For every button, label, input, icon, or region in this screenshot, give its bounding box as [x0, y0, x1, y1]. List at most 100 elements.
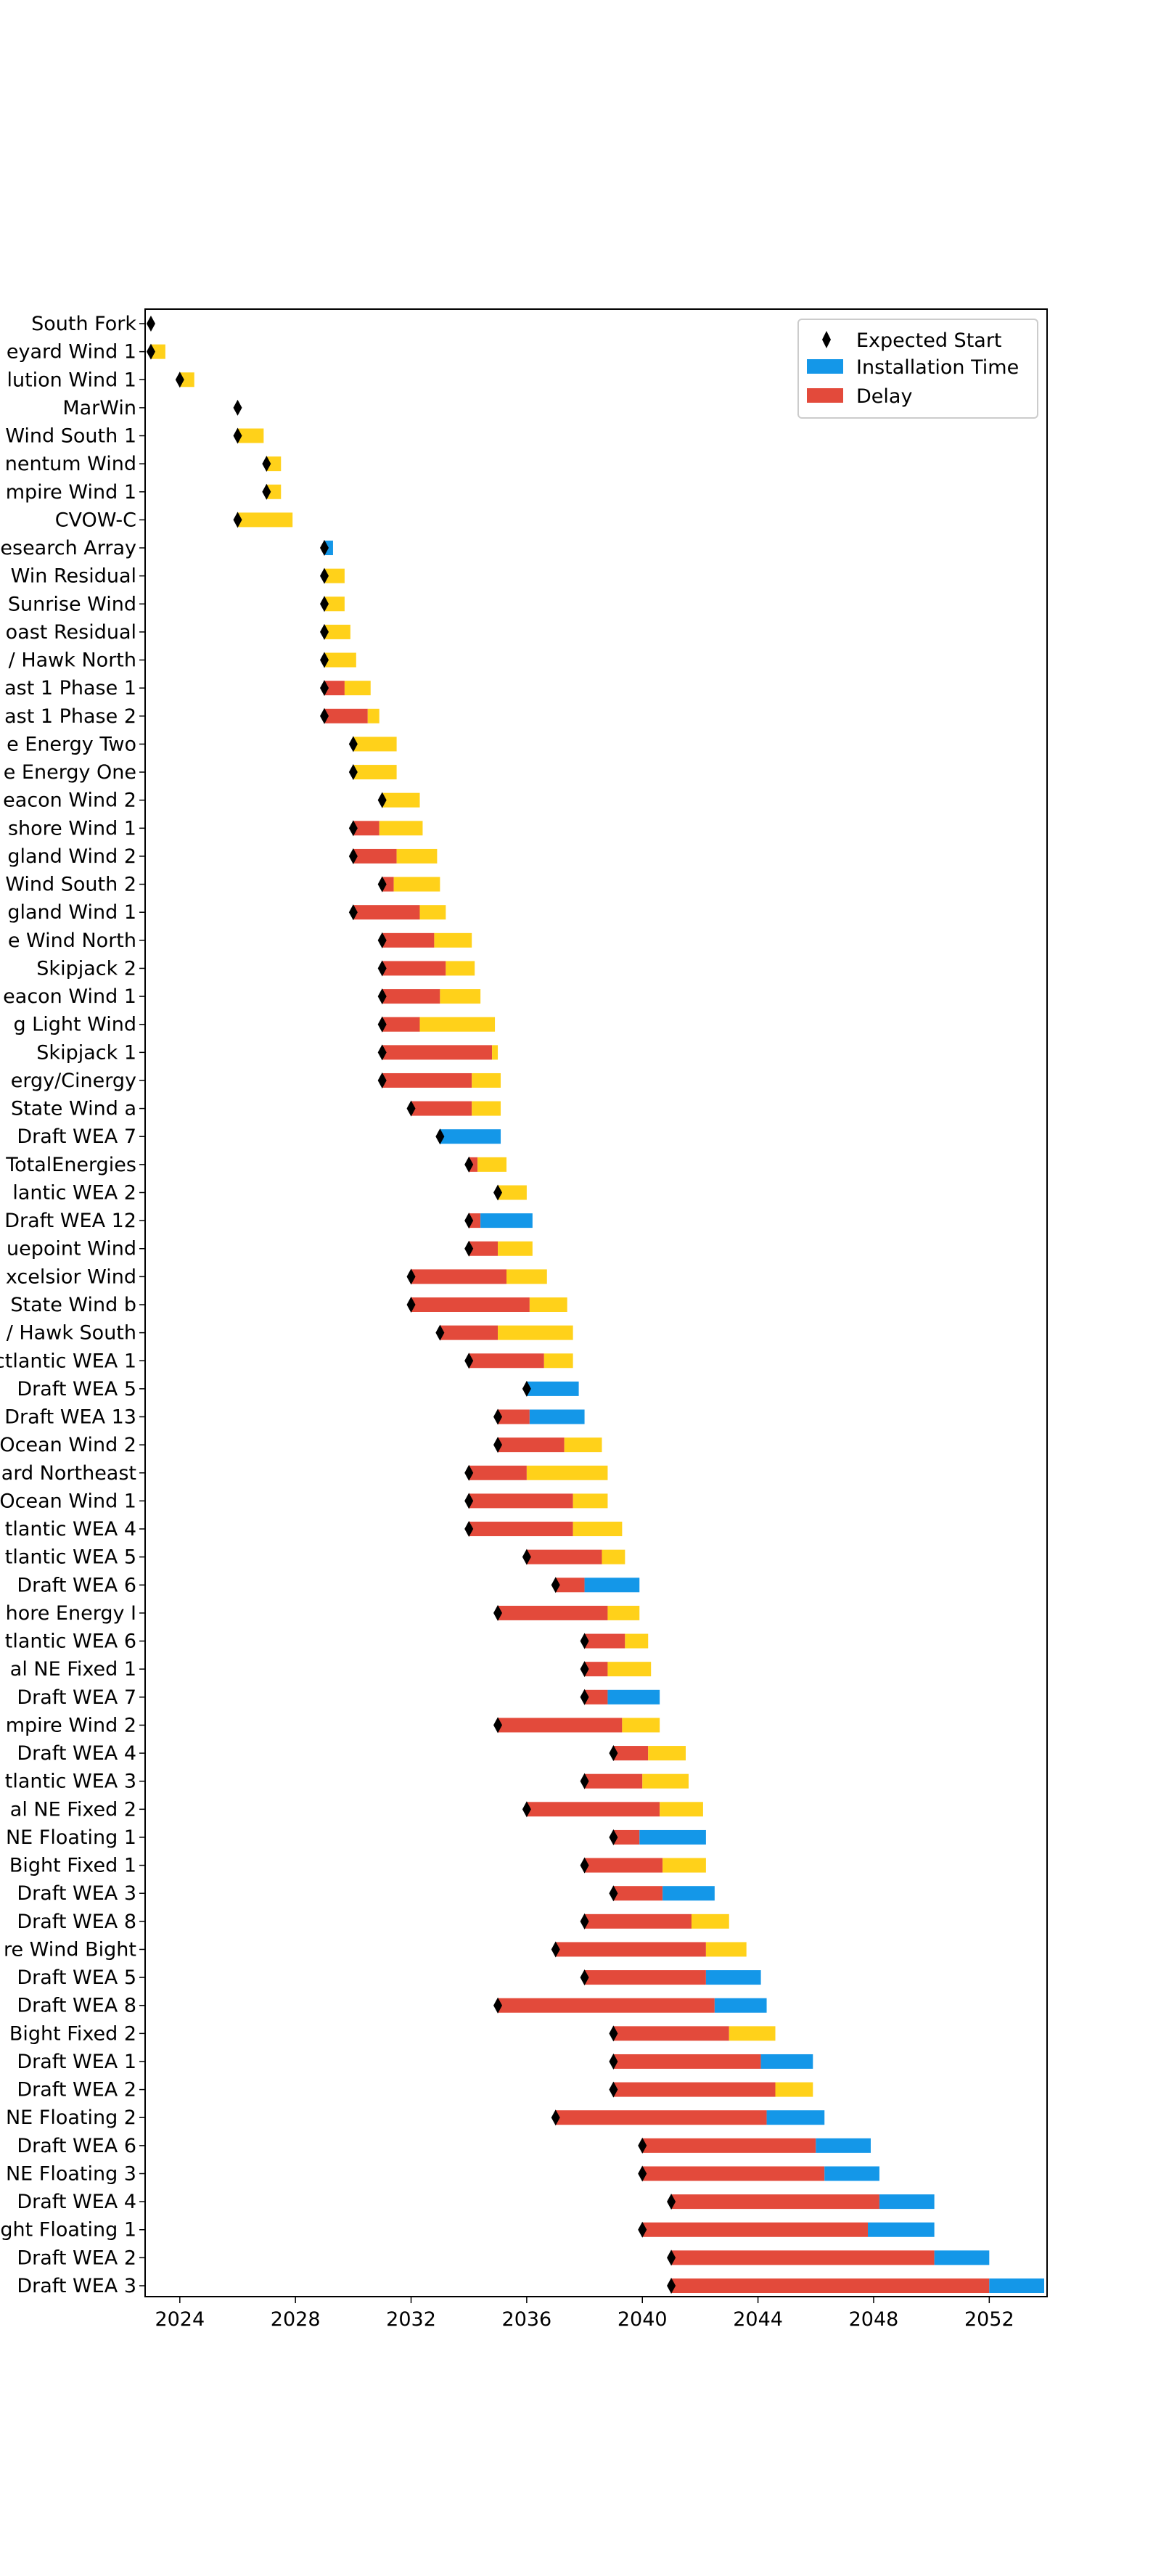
- expected-start-marker-4: [233, 427, 242, 444]
- bar-installation-45: [584, 1578, 640, 1593]
- expected-start-marker-38: [522, 1380, 531, 1397]
- bar-delay-46: [498, 1605, 608, 1620]
- y-tick-label-8: esearch Array: [0, 537, 136, 559]
- expected-start-marker-14: [320, 707, 329, 724]
- bar-delay-59: [584, 1970, 706, 1985]
- y-tick-label-53: al NE Fixed 2: [10, 1798, 136, 1821]
- bar-delay-43: [469, 1522, 573, 1537]
- y-tick-label-67: Draft WEA 4: [17, 2191, 136, 2213]
- bar-extra-33: [498, 1241, 533, 1256]
- expected-start-marker-12: [320, 652, 329, 668]
- bar-extra-36: [498, 1325, 573, 1340]
- x-axis: 2024 2028 2032 2036 2040 2044 2048 2052: [155, 2297, 1014, 2331]
- y-tick-label-43: tlantic WEA 4: [5, 1518, 136, 1541]
- expected-start-marker-54: [609, 1829, 618, 1845]
- bar-extra-4: [237, 428, 264, 443]
- expected-start-marker-49: [580, 1689, 589, 1705]
- y-tick-label-40: Ocean Wind 2: [0, 1434, 136, 1456]
- expected-start-marker-32: [464, 1213, 474, 1229]
- y-tick-label-25: g Light Wind: [13, 1014, 136, 1036]
- bar-extra-10: [324, 596, 345, 612]
- y-tick-label-65: Draft WEA 6: [17, 2135, 136, 2157]
- expected-start-marker-7: [233, 512, 242, 528]
- bar-extra-58: [705, 1942, 747, 1957]
- legend: Expected Start Installation Time Delay: [797, 319, 1038, 419]
- expected-start-marker-30: [464, 1156, 474, 1173]
- bar-delay-67: [671, 2194, 879, 2210]
- bar-delay-55: [584, 1858, 663, 1873]
- y-tick-label-64: NE Floating 2: [6, 2107, 136, 2129]
- y-tick-label-54: NE Floating 1: [6, 1826, 136, 1849]
- bar-delay-24: [382, 989, 440, 1004]
- bar-extra-19: [396, 848, 438, 864]
- y-tick-label-59: Draft WEA 5: [17, 1966, 136, 1989]
- expected-start-marker-42: [464, 1493, 474, 1509]
- bar-delay-69: [671, 2250, 935, 2265]
- bar-extra-28: [472, 1101, 501, 1116]
- bar-delay-21: [353, 905, 420, 920]
- x-tick-label-2: 2032: [386, 2308, 436, 2331]
- expected-start-marker-22: [377, 932, 387, 948]
- bar-delay-27: [382, 1072, 472, 1088]
- y-tick-label-13: ast 1 Phase 1: [4, 677, 136, 700]
- expected-start-marker-56: [609, 1885, 618, 1902]
- y-tick-label-12: / Hawk North: [9, 649, 136, 672]
- y-tick-label-44: tlantic WEA 5: [5, 1546, 136, 1569]
- bar-extra-12: [324, 652, 356, 668]
- bar-extra-47: [625, 1633, 649, 1649]
- bar-delay-56: [613, 1886, 663, 1901]
- bar-delay-23: [382, 961, 446, 976]
- expected-start-marker-69: [667, 2249, 676, 2266]
- y-tick-label-62: Draft WEA 1: [17, 2051, 136, 2073]
- bar-installation-54: [639, 1829, 706, 1845]
- y-tick-label-45: Draft WEA 6: [17, 1574, 136, 1596]
- expected-start-marker-8: [320, 540, 329, 557]
- bar-extra-48: [607, 1662, 652, 1677]
- bar-extra-23: [446, 961, 475, 976]
- bar-extra-6: [266, 484, 282, 499]
- expected-start-marker-20: [377, 876, 387, 893]
- bar-extra-55: [662, 1858, 706, 1873]
- y-tick-label-10: Sunrise Wind: [8, 593, 136, 615]
- bar-delay-26: [382, 1045, 493, 1060]
- bar-extra-30: [477, 1157, 506, 1172]
- bar-installation-68: [867, 2222, 935, 2237]
- y-tick-label-14: ast 1 Phase 2: [4, 705, 136, 728]
- y-tick-label-70: Draft WEA 3: [17, 2275, 136, 2297]
- bar-extra-40: [564, 1437, 602, 1453]
- y-tick-label-56: Draft WEA 3: [17, 1882, 136, 1905]
- bar-installation-49: [607, 1689, 660, 1705]
- bar-delay-68: [642, 2222, 868, 2237]
- expected-start-marker-19: [348, 848, 358, 864]
- y-tick-label-30: TotalEnergies: [5, 1154, 136, 1176]
- y-tick-label-20: Wind South 2: [5, 874, 136, 896]
- bar-delay-62: [613, 2054, 761, 2069]
- y-tick-label-7: CVOW-C: [55, 509, 136, 531]
- expected-start-marker-67: [667, 2194, 676, 2210]
- y-tick-label-58: re Wind Bight: [4, 1938, 136, 1961]
- y-tick-label-37: ctlantic WEA 1: [0, 1350, 136, 1372]
- expected-start-marker-61: [609, 2025, 618, 2042]
- expected-start-marker-10: [320, 596, 329, 612]
- expected-start-marker-1: [146, 343, 155, 360]
- y-tick-label-41: ard Northeast: [1, 1462, 136, 1485]
- bar-delay-33: [469, 1241, 499, 1256]
- expected-start-marker-17: [377, 792, 387, 808]
- expected-start-marker-29: [435, 1128, 445, 1145]
- bar-delay-61: [613, 2026, 729, 2041]
- bar-extra-57: [691, 1913, 729, 1929]
- x-tick-label-5: 2044: [733, 2308, 783, 2331]
- expected-start-marker-60: [493, 1997, 503, 2014]
- y-tick-label-69: Draft WEA 2: [17, 2247, 136, 2269]
- bar-extra-61: [729, 2026, 776, 2041]
- plot-frame: [144, 308, 1048, 2297]
- bar-installation-39: [529, 1409, 585, 1424]
- bar-extra-5: [266, 456, 282, 472]
- bar-delay-13: [324, 681, 345, 696]
- bar-installation-56: [662, 1886, 715, 1901]
- bar-delay-28: [411, 1101, 472, 1116]
- bar-extra-20: [393, 877, 440, 892]
- bar-extra-51: [648, 1746, 686, 1761]
- y-tick-label-32: Draft WEA 12: [4, 1210, 136, 1232]
